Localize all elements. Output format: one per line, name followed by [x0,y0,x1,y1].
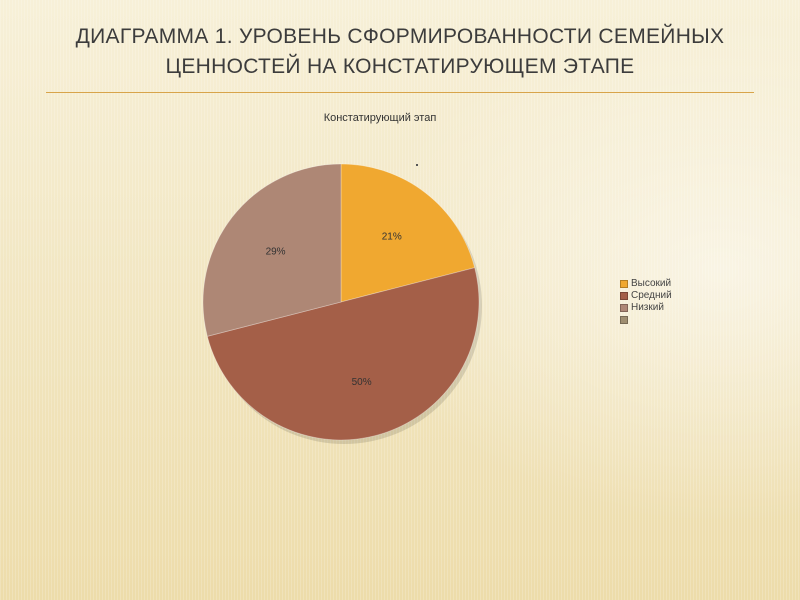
slide-title: Диаграмма 1. Уровень сформированности се… [40,22,760,82]
slide-title-line2: ценностей на констатирующем этапе [165,55,635,78]
legend-item-3: Низкий [620,302,672,314]
legend-swatch-3 [620,304,628,312]
legend-swatch-1 [620,280,628,288]
legend-item-1: Высокий [620,278,672,290]
title-divider [46,92,754,93]
pie-slice-3 [202,163,342,337]
legend-label-2: Средний [631,290,672,301]
data-label-2: 50% [352,377,372,388]
chart-legend: Высокий Средний Низкий [620,278,672,326]
legend-label-3: Низкий [631,302,664,313]
legend-swatch-2 [620,292,628,300]
slide-title-line1: Диаграмма 1. Уровень сформированности се… [75,25,725,48]
stray-dot [416,164,418,166]
legend-swatch-4 [620,316,628,324]
data-label-1: 21% [382,232,402,243]
legend-item-2: Средний [620,290,672,302]
data-label-3: 29% [266,246,286,257]
chart-title: Констатирующий этап [323,112,437,124]
pie-slice-1 [340,163,476,303]
legend-label-1: Высокий [631,278,672,289]
pie-slice-2 [206,267,480,441]
legend-item-4 [620,314,672,326]
